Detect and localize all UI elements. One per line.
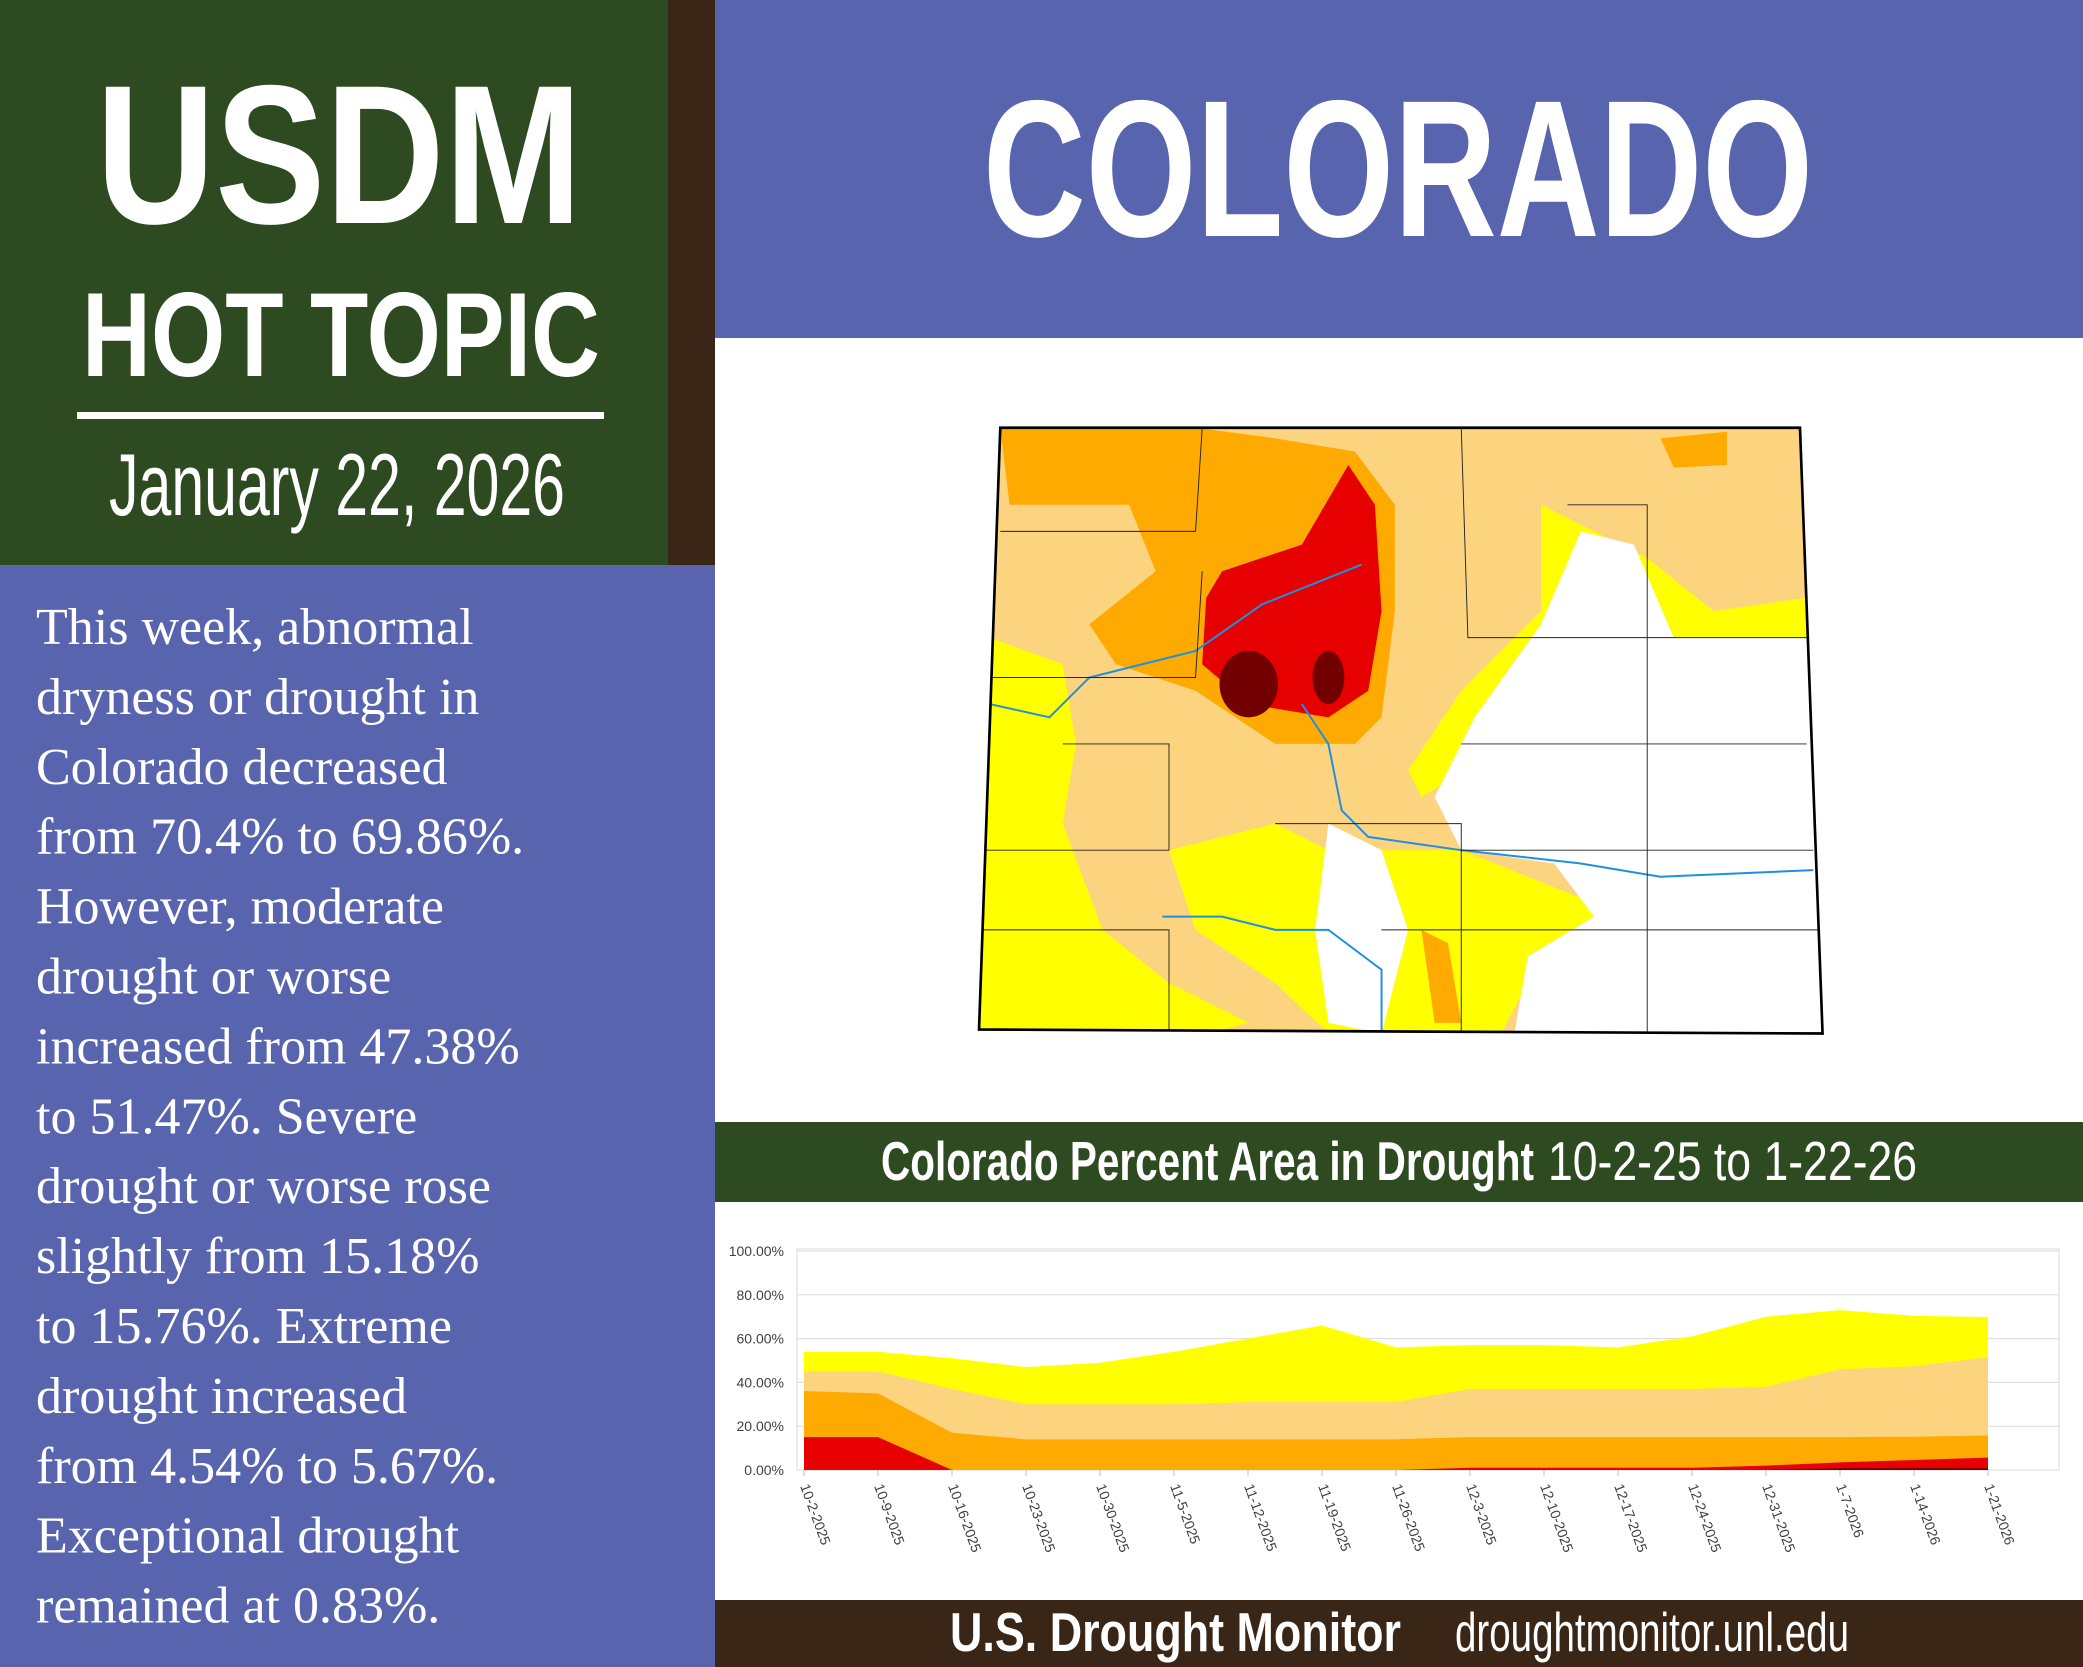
y-tick-label: 20.00% bbox=[737, 1418, 784, 1434]
body-line: drought or worse bbox=[36, 949, 391, 1006]
y-tick-label: 100.00% bbox=[729, 1243, 784, 1259]
headline: USDM bbox=[96, 44, 582, 265]
body-line: Exceptional drought bbox=[36, 1508, 460, 1565]
chart-subtitle: 10-2-25 to 1-22-26 bbox=[1548, 1130, 1917, 1192]
y-tick-label: 80.00% bbox=[737, 1287, 784, 1303]
body-line: remained at 0.83%. bbox=[36, 1578, 440, 1635]
body-line: drought or worse rose bbox=[36, 1158, 491, 1215]
body-line: from 70.4% to 69.86%. bbox=[36, 809, 524, 866]
state-outline bbox=[977, 426, 1824, 1035]
state-title: COLORADO bbox=[983, 60, 1813, 278]
chart-title: Colorado Percent Area in Drought bbox=[881, 1130, 1534, 1192]
date: January 22, 2026 bbox=[109, 435, 565, 534]
state-banner bbox=[715, 0, 2083, 338]
drought-map bbox=[977, 426, 1824, 1035]
body-line: Colorado decreased bbox=[36, 739, 447, 796]
body-line: drought increased bbox=[36, 1368, 407, 1425]
county-lines bbox=[983, 427, 1820, 1034]
body-line: from 4.54% to 5.67%. bbox=[36, 1438, 498, 1495]
body-line: However, moderate bbox=[36, 879, 444, 936]
divider bbox=[77, 412, 604, 419]
body-text: This week, abnormal dryness or drought in… bbox=[36, 599, 524, 1635]
y-tick-label: 0.00% bbox=[744, 1462, 784, 1478]
map-region bbox=[979, 637, 1249, 1034]
text-panel bbox=[0, 565, 715, 1667]
map-region bbox=[1312, 650, 1345, 705]
area bbox=[804, 1468, 1988, 1470]
map-region bbox=[1421, 929, 1462, 1023]
map-region bbox=[1315, 823, 1409, 1034]
map-region bbox=[1660, 431, 1727, 468]
body-line: slightly from 15.18% bbox=[36, 1228, 479, 1285]
area bbox=[804, 1437, 1988, 1470]
map-region bbox=[1434, 531, 1823, 1034]
body-line: increased from 47.38% bbox=[36, 1018, 520, 1075]
body-line: dryness or drought in bbox=[36, 669, 479, 726]
body-line: to 51.47%. Severe bbox=[36, 1088, 417, 1145]
subheadline: HOT TOPIC bbox=[82, 268, 600, 402]
map-region bbox=[1219, 650, 1278, 718]
footer-brand: U.S. Drought Monitor bbox=[950, 1601, 1401, 1663]
chart-title-band bbox=[715, 1122, 2083, 1202]
footer-url: droughtmonitor.unl.edu bbox=[1455, 1601, 1849, 1663]
body-line: This week, abnormal bbox=[36, 599, 474, 656]
area bbox=[804, 1391, 1988, 1470]
body-line: to 15.76%. Extreme bbox=[36, 1298, 452, 1355]
y-tick-label: 40.00% bbox=[737, 1374, 784, 1390]
title-panel bbox=[0, 0, 668, 565]
y-tick-label: 60.00% bbox=[737, 1331, 784, 1347]
